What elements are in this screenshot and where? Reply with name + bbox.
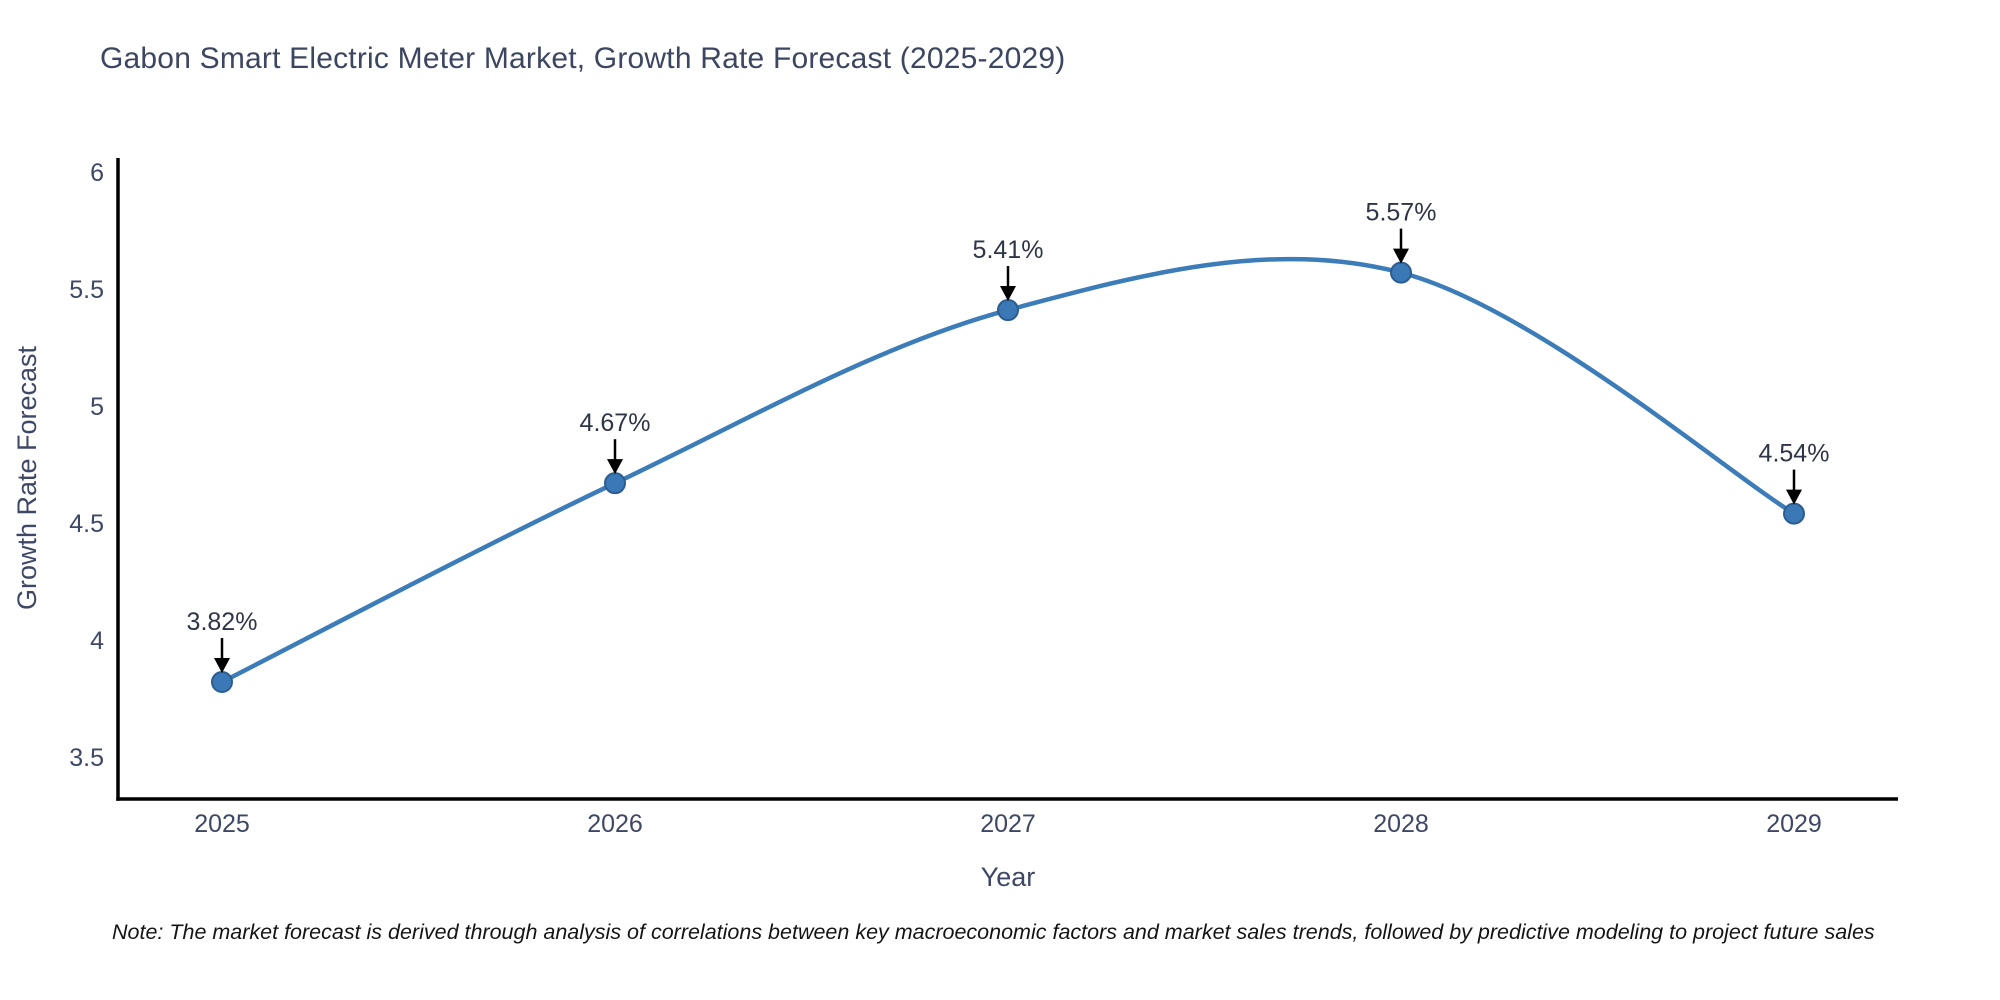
data-point-marker: [997, 299, 1019, 322]
y-tick-label: 6: [90, 159, 104, 187]
x-tick-label: 2025: [194, 810, 250, 838]
data-point-marker: [604, 472, 626, 495]
annotation-arrowhead-icon: [1393, 248, 1409, 264]
y-tick-label: 3.5: [69, 744, 104, 772]
point-value-label: 5.57%: [1366, 199, 1437, 227]
data-point-marker: [211, 671, 233, 694]
x-axis-title: Year: [981, 862, 1036, 892]
point-value-label: 4.54%: [1759, 440, 1830, 468]
annotation-arrowhead-icon: [1786, 489, 1802, 505]
data-point-marker: [1783, 502, 1805, 525]
data-point-marker: [1390, 261, 1412, 284]
y-tick-label: 5.5: [69, 276, 104, 304]
annotation-arrowhead-icon: [1000, 286, 1016, 302]
annotation-arrowhead-icon: [214, 658, 230, 674]
point-value-label: 3.82%: [187, 608, 258, 636]
x-tick-label: 2027: [980, 810, 1036, 838]
x-tick-label: 2028: [1373, 810, 1429, 838]
point-value-label: 4.67%: [580, 409, 651, 437]
annotations: 3.82% 4.67% 5.41% 5.57% 4.54%: [187, 199, 1830, 674]
y-tick-label: 4: [90, 627, 104, 655]
y-tick-label: 4.5: [69, 510, 104, 538]
axes: 3.5 4 4.5 5 5.5 6 2025 2026 2027 2028 2029: [69, 158, 1898, 838]
x-tick-label: 2026: [587, 810, 643, 838]
point-value-label: 5.41%: [973, 236, 1044, 264]
y-axis-title: Growth Rate Forecast: [12, 345, 42, 610]
series: [211, 256, 1805, 694]
chart-title: Gabon Smart Electric Meter Market, Growt…: [100, 42, 1066, 75]
annotation-arrowhead-icon: [607, 459, 623, 475]
series-line: [219, 256, 1797, 685]
x-tick-label: 2029: [1766, 810, 1822, 838]
footnote: Note: The market forecast is derived thr…: [112, 920, 1875, 944]
y-tick-label: 5: [90, 393, 104, 421]
